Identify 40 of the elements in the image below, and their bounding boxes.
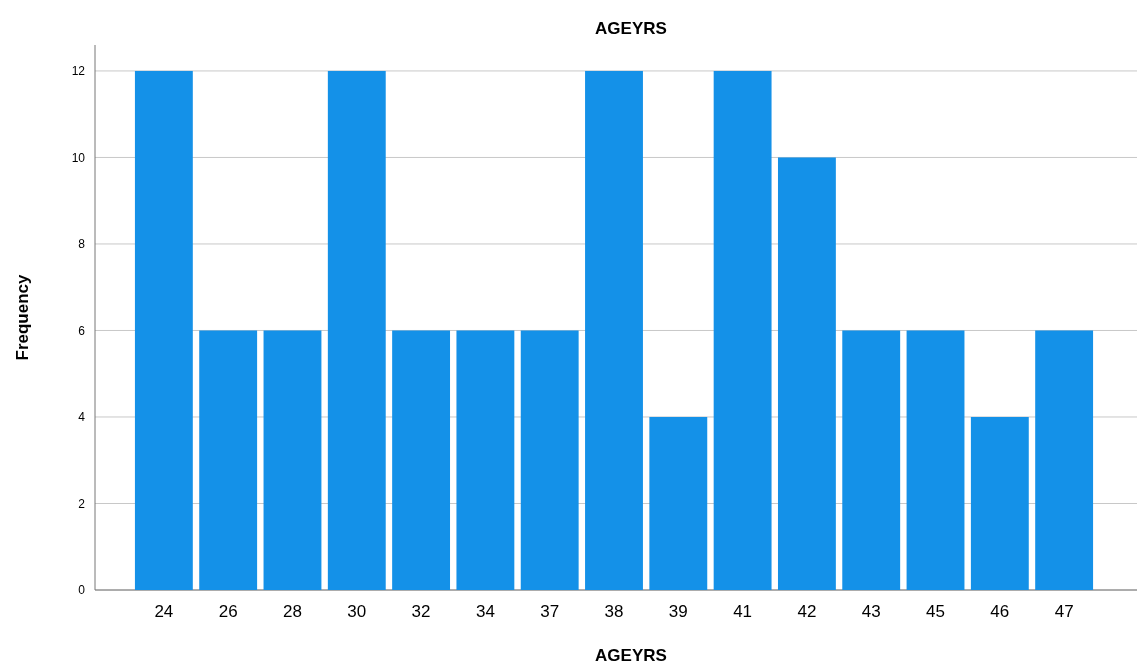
x-tick-label: 32 <box>411 602 431 621</box>
bar <box>970 416 1029 590</box>
x-tick-label: 39 <box>668 602 688 621</box>
bar <box>842 330 901 590</box>
x-tick-label: 28 <box>283 602 302 621</box>
x-tick-label: 42 <box>797 602 817 621</box>
bar <box>134 70 193 590</box>
x-tick-label: 24 <box>154 602 174 621</box>
x-tick-label: 41 <box>733 602 753 621</box>
bar <box>456 330 515 590</box>
y-axis-title: Frequency <box>13 273 32 361</box>
y-tick-label: 6 <box>78 323 86 338</box>
x-tick-label: 43 <box>861 602 881 621</box>
x-tick-label: 38 <box>604 602 624 621</box>
y-tick-label: 0 <box>78 583 86 598</box>
bar <box>1035 330 1094 590</box>
x-tick-label: 46 <box>990 602 1010 621</box>
x-tick-label: 26 <box>218 602 238 621</box>
x-tick-label: 34 <box>475 602 495 621</box>
y-tick-label: 10 <box>71 150 86 165</box>
bar <box>199 330 258 590</box>
x-axis-title: AGEYRS <box>595 646 667 665</box>
chart-title: AGEYRS <box>595 19 667 38</box>
y-tick-label: 8 <box>78 237 86 252</box>
y-tick-label: 12 <box>71 64 86 79</box>
bar <box>713 70 772 590</box>
bar <box>906 330 965 590</box>
x-tick-label: 47 <box>1054 602 1074 621</box>
bar <box>585 70 643 590</box>
bar <box>327 70 386 590</box>
bar <box>392 330 451 590</box>
x-tick-label: 30 <box>347 602 367 621</box>
bar <box>777 157 836 590</box>
bar <box>649 416 708 590</box>
bar <box>520 330 579 590</box>
y-tick-label: 4 <box>78 410 86 425</box>
x-tick-label: 45 <box>926 602 945 621</box>
y-tick-label: 2 <box>78 496 86 511</box>
x-tick-label: 37 <box>540 602 560 621</box>
bar <box>263 330 322 590</box>
